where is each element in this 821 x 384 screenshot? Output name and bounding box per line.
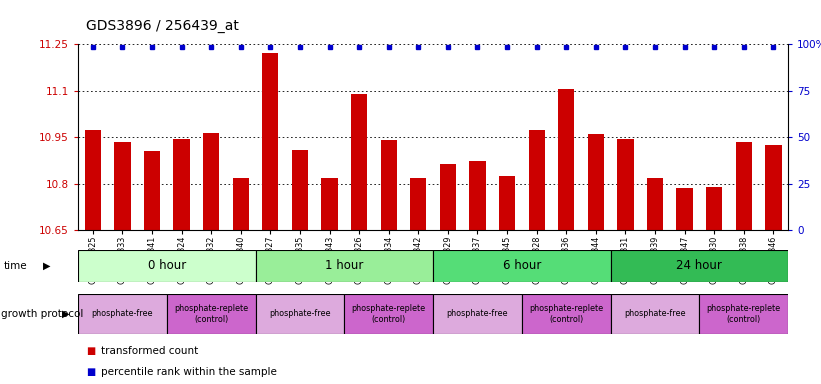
- Bar: [433, 294, 522, 334]
- Text: 6 hour: 6 hour: [502, 260, 541, 272]
- Bar: [736, 142, 752, 230]
- Text: phosphate-free: phosphate-free: [269, 310, 331, 318]
- Text: phosphate-free: phosphate-free: [447, 310, 508, 318]
- Bar: [114, 142, 131, 230]
- Bar: [699, 294, 788, 334]
- Text: 0 hour: 0 hour: [148, 260, 186, 272]
- Bar: [167, 294, 255, 334]
- Bar: [529, 129, 545, 230]
- Bar: [706, 187, 722, 230]
- Text: 1 hour: 1 hour: [325, 260, 364, 272]
- Text: transformed count: transformed count: [101, 346, 198, 356]
- Bar: [410, 178, 426, 230]
- Text: percentile rank within the sample: percentile rank within the sample: [101, 367, 277, 377]
- Text: growth protocol: growth protocol: [1, 309, 83, 319]
- Bar: [611, 250, 788, 282]
- Bar: [440, 164, 456, 230]
- Text: phosphate-replete
(control): phosphate-replete (control): [530, 304, 603, 324]
- Text: phosphate-replete
(control): phosphate-replete (control): [707, 304, 781, 324]
- Bar: [351, 94, 367, 230]
- Bar: [144, 151, 160, 230]
- Bar: [344, 294, 433, 334]
- Text: GDS3896 / 256439_at: GDS3896 / 256439_at: [86, 19, 239, 33]
- Bar: [381, 141, 397, 230]
- Bar: [558, 89, 575, 230]
- Bar: [499, 176, 516, 230]
- Text: 24 hour: 24 hour: [677, 260, 722, 272]
- Text: ■: ■: [86, 346, 95, 356]
- Bar: [765, 145, 782, 230]
- Bar: [677, 189, 693, 230]
- Text: ▶: ▶: [62, 309, 69, 319]
- Bar: [470, 161, 485, 230]
- Bar: [85, 129, 101, 230]
- Bar: [78, 294, 167, 334]
- Bar: [255, 250, 433, 282]
- Text: phosphate-replete
(control): phosphate-replete (control): [174, 304, 248, 324]
- Bar: [291, 150, 308, 230]
- Text: phosphate-free: phosphate-free: [624, 310, 686, 318]
- Bar: [321, 178, 337, 230]
- Text: time: time: [4, 261, 28, 271]
- Bar: [647, 178, 663, 230]
- Text: phosphate-free: phosphate-free: [92, 310, 154, 318]
- Bar: [611, 294, 699, 334]
- Text: ▶: ▶: [43, 261, 50, 271]
- Bar: [232, 178, 249, 230]
- Bar: [588, 134, 604, 230]
- Bar: [78, 250, 255, 282]
- Bar: [203, 132, 219, 230]
- Bar: [173, 139, 190, 230]
- Bar: [433, 250, 611, 282]
- Text: phosphate-replete
(control): phosphate-replete (control): [351, 304, 426, 324]
- Bar: [617, 139, 634, 230]
- Text: ■: ■: [86, 367, 95, 377]
- Bar: [255, 294, 344, 334]
- Bar: [522, 294, 611, 334]
- Bar: [262, 53, 278, 230]
